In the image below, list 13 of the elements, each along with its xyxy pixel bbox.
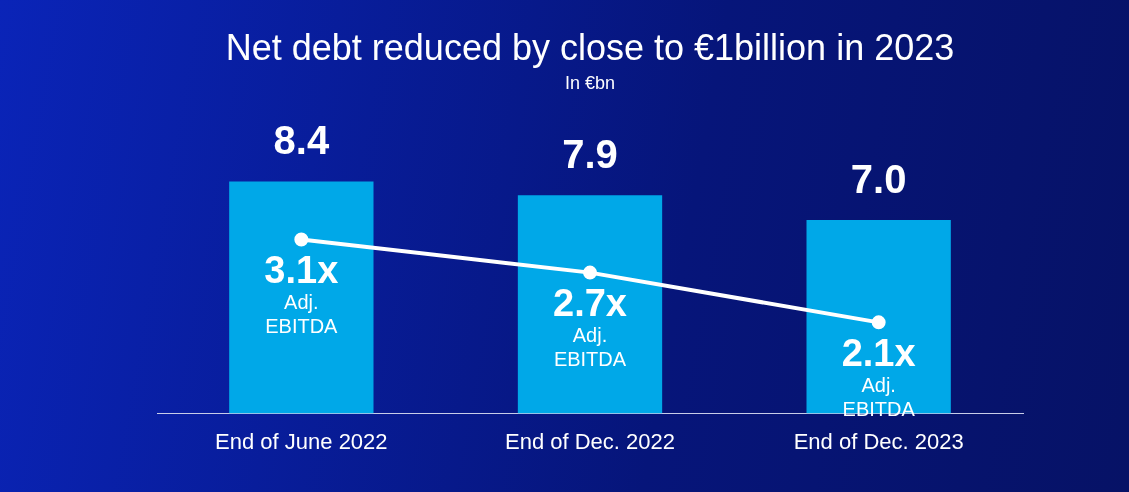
x-tick-label: End of June 2022 xyxy=(215,428,388,454)
annotation: Adj. EBITDA xyxy=(553,324,627,371)
chart-subtitle: In €bn xyxy=(564,72,616,93)
data-label: 3.1x xyxy=(264,248,339,291)
data-label: 7.9 xyxy=(562,132,618,177)
data-label: 2.1x xyxy=(841,331,916,374)
data-label: 8.4 xyxy=(273,118,330,163)
x-tick-label: End of Dec. 2023 xyxy=(793,428,964,454)
x-tick-label: End of Dec. 2022 xyxy=(504,428,676,454)
annotation: Adj. EBITDA xyxy=(265,290,339,337)
chart-title: Net debt reduced by close to €1billion in 2023 xyxy=(225,26,955,68)
data-label: 2.7x xyxy=(553,282,627,325)
data-label: 7.0 xyxy=(850,157,907,202)
